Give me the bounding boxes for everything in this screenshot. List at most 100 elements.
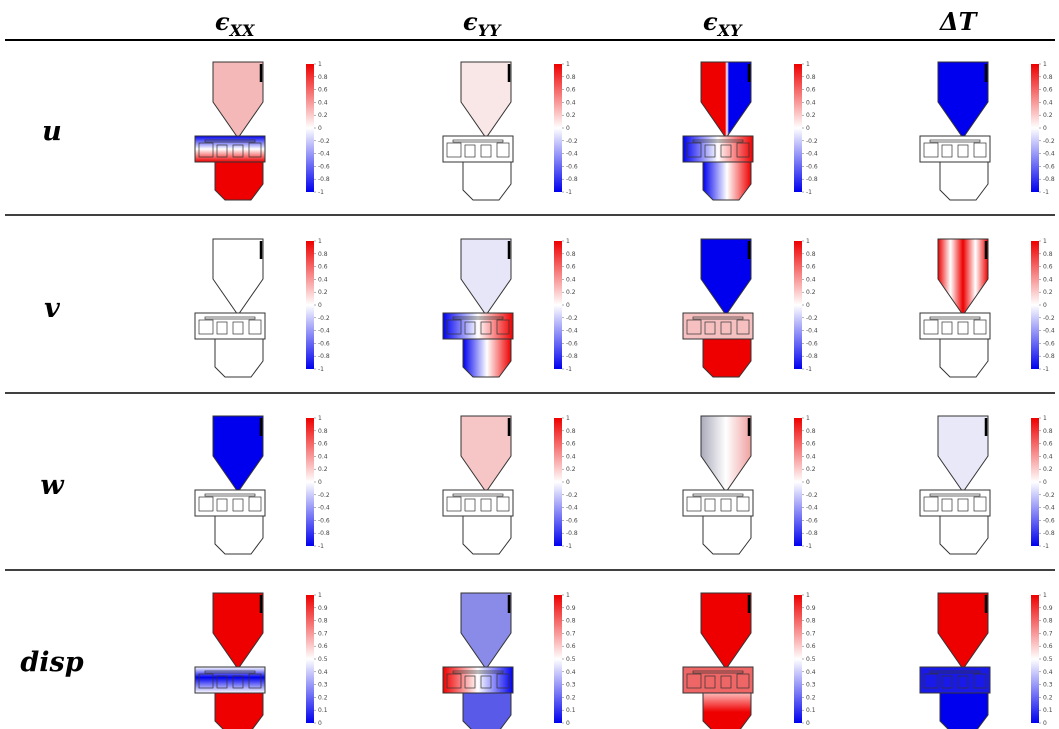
device-bottom (939, 161, 989, 201)
colorbar-tick-label: -0.2 (1043, 492, 1055, 499)
colorbar (554, 64, 562, 192)
device-detail (929, 670, 981, 674)
colorbar-tick-label: 0.6 (806, 87, 816, 94)
device-bottom (702, 515, 752, 555)
device-bottom (939, 692, 989, 729)
device-image (919, 592, 991, 729)
colorbar-tick-label: 1 (566, 61, 570, 68)
device-detail (204, 139, 256, 143)
colorbar-tick-label: 1 (806, 238, 810, 245)
colorbar (794, 595, 802, 723)
device-detail (452, 493, 504, 497)
device-detail (941, 675, 953, 689)
colorbar-tick-label: -0.6 (318, 340, 330, 347)
colorbar-tick-label: 0.4 (1043, 99, 1053, 106)
colorbar-tick-label: -0.4 (566, 505, 578, 512)
device-image (919, 415, 991, 555)
device-detail (232, 675, 244, 689)
device-detail (929, 493, 981, 497)
colorbar-tick-label: 0.4 (318, 276, 328, 283)
device-detail (216, 144, 228, 158)
colorbar-tick-label: 0.1 (566, 707, 576, 714)
colorbar-tick-label: 1 (566, 415, 570, 422)
header-subscript: YY (478, 21, 502, 40)
colorbar-tick-label: 0.9 (1043, 605, 1053, 612)
device-detail (452, 316, 504, 320)
colorbar-tick-label: 0.9 (318, 605, 328, 612)
colorbar-tick-label: 0 (1043, 720, 1047, 727)
device-detail (446, 319, 462, 335)
colorbar-tick-label: 0 (806, 720, 810, 727)
device-bottom (462, 161, 512, 201)
device-detail (923, 673, 939, 689)
colorbar-tick-label: 0.2 (1043, 466, 1053, 473)
device-detail (941, 498, 953, 512)
colorbar-tick-label: 0.2 (566, 466, 576, 473)
colorbar (554, 418, 562, 546)
colorbar-tick-label: 0.2 (1043, 112, 1053, 119)
colorbar-tick-label: -0.2 (566, 492, 578, 499)
colorbar-tick-label: 1 (318, 238, 322, 245)
colorbar (306, 418, 314, 546)
device-detail (216, 675, 228, 689)
colorbar-tick-label: 1 (318, 415, 322, 422)
colorbar-tick-label: -0.2 (1043, 315, 1055, 322)
device-detail (736, 319, 750, 335)
colorbar-tick-label: 0.1 (1043, 707, 1053, 714)
column-header: ϵXY (703, 7, 743, 40)
colorbar-tick-label: -0.4 (566, 328, 578, 335)
device-detail (204, 316, 256, 320)
colorbar-tick-label: 0.4 (806, 99, 816, 106)
column-header: ΔT (939, 7, 979, 36)
device-detail (686, 319, 702, 335)
device-bottom (702, 692, 752, 729)
colorbar-tick-label: 0.6 (318, 643, 328, 650)
colorbar-tick-label: 0.8 (1043, 74, 1053, 81)
device-detail (686, 673, 702, 689)
colorbar-tick-label: -0.8 (806, 176, 818, 183)
colorbar-tick-label: 1 (318, 592, 322, 599)
colorbar (794, 418, 802, 546)
colorbar-tick-label: -0.8 (318, 353, 330, 360)
device-image (682, 238, 754, 378)
colorbar-tick-label: -1 (566, 543, 572, 550)
colorbar-tick-label: 0.8 (318, 428, 328, 435)
device-detail (480, 321, 492, 335)
colorbar-tick-label: 0.3 (1043, 682, 1053, 689)
colorbar-tick-label: 0.1 (806, 707, 816, 714)
device-detail (923, 319, 939, 335)
device-image (194, 592, 266, 729)
colorbar-tick-label: -1 (318, 366, 324, 373)
colorbar-tick-label: 0 (806, 479, 810, 486)
colorbar-tick-label: 0.8 (806, 428, 816, 435)
device-top (212, 592, 264, 670)
colorbar-tick-label: 1 (318, 61, 322, 68)
device-detail (248, 319, 262, 335)
colorbar-tick-label: -0.8 (566, 530, 578, 537)
colorbar-tick-label: 0.4 (566, 453, 576, 460)
colorbar-tick-label: 0.2 (806, 289, 816, 296)
colorbar-tick-label: 0.2 (318, 694, 328, 701)
device-detail (216, 498, 228, 512)
colorbar (554, 241, 562, 369)
device-detail (704, 321, 716, 335)
device-bottom (702, 338, 752, 378)
colorbar-tick-label: -0.2 (566, 138, 578, 145)
colorbar-tick-label: -0.4 (566, 151, 578, 158)
device-bottom (214, 515, 264, 555)
device-detail (232, 144, 244, 158)
device-detail (198, 673, 214, 689)
colorbar-tick-label: 0.8 (566, 74, 576, 81)
colorbar-tick-label: -0.4 (806, 328, 818, 335)
column-header: ϵYY (463, 7, 502, 40)
device-detail (464, 144, 476, 158)
colorbar-tick-label: -0.4 (318, 505, 330, 512)
device-image (194, 61, 266, 201)
colorbar-tick-label: 0.2 (1043, 289, 1053, 296)
colorbar (306, 595, 314, 723)
colorbar-tick-label: 0.4 (318, 453, 328, 460)
colorbar-tick-label: -0.4 (1043, 505, 1055, 512)
colorbar-tick-label: 0.4 (566, 669, 576, 676)
device-image (194, 415, 266, 555)
